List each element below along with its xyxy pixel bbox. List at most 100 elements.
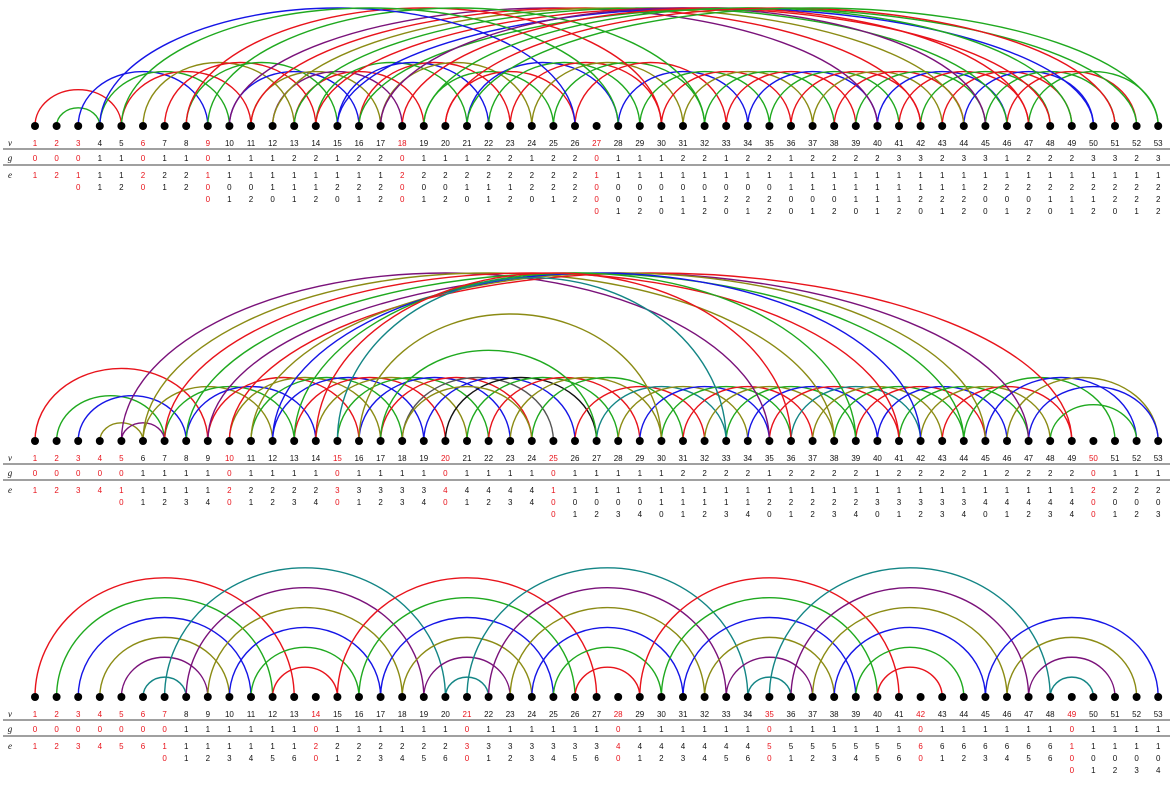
e-value: 2 — [1156, 207, 1161, 216]
vertex-dot — [916, 437, 925, 445]
arc-8-15 — [185, 61, 339, 127]
g-value: 0 — [98, 469, 103, 478]
e-value: 0 — [1070, 754, 1075, 763]
g-value: 3 — [918, 154, 923, 163]
vertex-dot — [830, 122, 839, 130]
e-value: 1 — [162, 183, 167, 192]
vertex-label: 50 — [1089, 710, 1098, 719]
arc-46-53 — [1006, 376, 1159, 442]
e-value: 1 — [702, 195, 707, 204]
g-value: 2 — [897, 469, 902, 478]
vertex-label: 17 — [376, 710, 385, 719]
e-value: 5 — [724, 754, 729, 763]
vertex-dot — [31, 437, 39, 445]
vertex-label: 8 — [184, 139, 189, 148]
vertex-dot — [398, 122, 407, 130]
e-value: 1 — [702, 486, 707, 495]
arc-21-53 — [466, 7, 1159, 127]
arc-11-16 — [250, 646, 360, 698]
vertex-dot — [311, 437, 320, 445]
vertex-dot — [398, 693, 407, 701]
vertex-label: 7 — [162, 139, 167, 148]
vertex-dot — [592, 122, 601, 130]
arc-2-4 — [55, 107, 101, 127]
g-value: 1 — [508, 469, 513, 478]
e-value: 2 — [854, 498, 859, 507]
row-label-e: e — [8, 170, 12, 180]
vertex-label: 3 — [76, 710, 81, 719]
e-value: 1 — [206, 742, 211, 751]
vertex-label: 38 — [830, 139, 839, 148]
vertex-label: 42 — [916, 139, 925, 148]
g-value: 1 — [875, 725, 880, 734]
vertex-dot — [808, 122, 817, 130]
e-value: 3 — [897, 498, 902, 507]
e-value: 2 — [832, 498, 837, 507]
vertex-dot — [139, 437, 147, 445]
g-value: 1 — [227, 154, 232, 163]
e-value: 0 — [767, 754, 772, 763]
arc-24-31 — [531, 626, 684, 698]
vertex-dot — [808, 437, 817, 445]
e-value: 0 — [918, 754, 923, 763]
vertex-dot — [31, 122, 39, 130]
e-value: 1 — [486, 183, 491, 192]
arc-13-20 — [293, 376, 447, 442]
arc-16-23 — [358, 376, 511, 442]
e-value: 2 — [573, 195, 578, 204]
g-value: 2 — [854, 469, 859, 478]
vertex-label: 33 — [722, 710, 731, 719]
g-value: 1 — [486, 725, 491, 734]
g-value: 1 — [875, 469, 880, 478]
e-value: 2 — [508, 195, 513, 204]
e-value: 0 — [616, 498, 621, 507]
vertex-dot — [592, 693, 601, 701]
e-value: 6 — [292, 754, 297, 763]
vertex-dot — [203, 437, 212, 445]
e-value: 4 — [314, 498, 319, 507]
e-value: 2 — [443, 171, 448, 180]
vertex-label: 25 — [549, 139, 558, 148]
e-value: 6 — [962, 742, 967, 751]
e-value: 3 — [227, 754, 232, 763]
vertex-label: 3 — [76, 454, 81, 463]
vertex-dot — [743, 122, 752, 130]
g-value: 1 — [270, 469, 275, 478]
e-value: 1 — [1070, 207, 1075, 216]
e-value: 3 — [465, 742, 470, 751]
e-value: 1 — [162, 486, 167, 495]
e-value: 1 — [141, 486, 146, 495]
e-value: 1 — [702, 498, 707, 507]
e-value: 4 — [249, 754, 254, 763]
e-value: 3 — [1134, 766, 1139, 775]
arc-23-30 — [509, 61, 663, 127]
e-value: 2 — [1091, 183, 1096, 192]
e-value: 1 — [1070, 742, 1075, 751]
arc-18-47 — [401, 7, 1030, 127]
e-value: 3 — [1156, 510, 1161, 519]
arc-35-41 — [768, 385, 900, 442]
e-value: 0 — [918, 207, 923, 216]
vertex-label: 44 — [959, 454, 968, 463]
e-value: 1 — [789, 510, 794, 519]
e-value: 0 — [335, 195, 340, 204]
e-value: 2 — [1134, 486, 1139, 495]
e-value: 1 — [854, 195, 859, 204]
e-value: 1 — [1005, 171, 1010, 180]
g-value: 0 — [162, 725, 167, 734]
e-value: 1 — [98, 183, 103, 192]
g-value: 1 — [270, 154, 275, 163]
vertex-dot — [95, 122, 104, 130]
e-value: 2 — [1113, 486, 1118, 495]
e-value: 2 — [292, 486, 297, 495]
e-value: 2 — [270, 486, 275, 495]
arc-28-34 — [617, 385, 749, 442]
arc-9-32 — [207, 7, 706, 127]
g-value: 3 — [1091, 154, 1096, 163]
e-value: 1 — [616, 207, 621, 216]
vertex-dot — [635, 693, 644, 701]
e-value: 0 — [767, 183, 772, 192]
vertex-label: 24 — [527, 139, 536, 148]
e-value: 1 — [681, 171, 686, 180]
